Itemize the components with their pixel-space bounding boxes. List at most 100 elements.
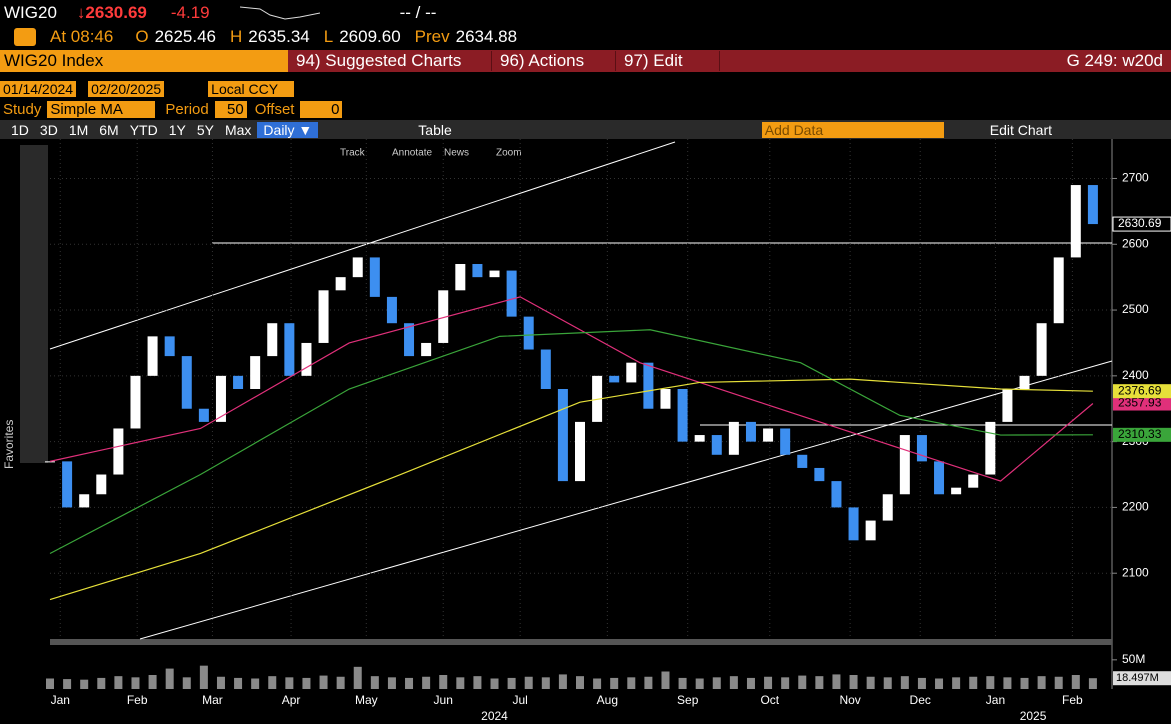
range-button[interactable]: 3D bbox=[39, 121, 58, 138]
volume-bar bbox=[302, 677, 311, 689]
volume-bar bbox=[182, 677, 191, 689]
currency[interactable]: Local CCY bbox=[208, 81, 295, 97]
tool-palette bbox=[20, 145, 48, 463]
volume-bar bbox=[644, 676, 653, 689]
mode-button: News bbox=[444, 148, 469, 159]
study[interactable]: Simple MA bbox=[47, 100, 156, 118]
security-field[interactable]: WIG20 Index bbox=[0, 50, 288, 72]
candle bbox=[1019, 375, 1030, 389]
menus: 94) Suggested Charts 96) Actions 97) Edit bbox=[288, 51, 720, 71]
x-tick-label: Jan bbox=[986, 693, 1005, 707]
study-row: Study Simple MA Period 50 Offset 0 bbox=[0, 100, 1171, 118]
volume-bar bbox=[952, 677, 961, 689]
range-button[interactable]: Max bbox=[224, 121, 252, 138]
range-button[interactable]: YTD bbox=[129, 121, 158, 138]
offset[interactable]: 0 bbox=[300, 100, 343, 118]
range-button[interactable]: 1Y bbox=[168, 121, 186, 138]
candle bbox=[934, 461, 945, 495]
low-label: L bbox=[323, 26, 334, 46]
candle bbox=[626, 362, 637, 383]
edit-chart[interactable]: Edit Chart bbox=[989, 121, 1053, 138]
open: 2625.46 bbox=[154, 26, 217, 46]
candle bbox=[489, 270, 500, 278]
volume-bar bbox=[319, 675, 328, 689]
x-tick-label: Oct bbox=[760, 693, 779, 707]
x-tick-label: Jun bbox=[434, 693, 453, 707]
candle bbox=[506, 270, 517, 317]
x-tick-label: Sep bbox=[677, 693, 699, 707]
last-value-label: 2310.33 bbox=[1118, 427, 1162, 441]
volume-bar bbox=[80, 679, 89, 689]
candle bbox=[848, 507, 859, 541]
ticker: WIG20 bbox=[4, 2, 57, 22]
volume-bar bbox=[405, 677, 414, 689]
volume-bar bbox=[883, 677, 892, 689]
menu-item[interactable]: 97) Edit bbox=[624, 51, 720, 71]
volume-last-label: 18.497M bbox=[1116, 672, 1159, 684]
add-data[interactable]: Add Data bbox=[761, 121, 944, 138]
chart: Favorites Track Annotate News Zoom 2100 2200… bbox=[2, 139, 1171, 723]
volume-bar bbox=[781, 677, 790, 689]
candle bbox=[421, 342, 432, 357]
mode-button: Zoom bbox=[496, 148, 522, 159]
candle bbox=[899, 435, 910, 495]
volume-bar bbox=[866, 676, 875, 689]
candle bbox=[386, 296, 397, 324]
candle bbox=[369, 257, 380, 297]
volume-bar bbox=[695, 678, 704, 689]
candle bbox=[951, 487, 962, 495]
y-tick-label: 2700 bbox=[1122, 171, 1149, 185]
prev-label: Prev bbox=[414, 26, 450, 46]
last-value-box bbox=[1113, 396, 1171, 411]
candle bbox=[113, 428, 124, 475]
menu-item[interactable]: 94) Suggested Charts bbox=[296, 51, 492, 71]
year-label: 2025 bbox=[1020, 709, 1047, 723]
start-date[interactable]: 01/14/2024 bbox=[0, 81, 77, 97]
prev: 2634.88 bbox=[455, 26, 518, 46]
candle bbox=[540, 349, 551, 389]
period[interactable]: 50 bbox=[214, 100, 247, 118]
candle bbox=[96, 474, 107, 495]
range-button[interactable]: 6M bbox=[99, 121, 119, 138]
candle bbox=[267, 323, 278, 357]
year-label: 2024 bbox=[481, 709, 508, 723]
range-button[interactable]: 1D bbox=[11, 121, 29, 138]
low: 2609.60 bbox=[339, 26, 401, 46]
y-tick-label: 2500 bbox=[1122, 302, 1149, 316]
range-button[interactable]: 1M bbox=[68, 121, 89, 138]
x-tick-label: Jul bbox=[512, 693, 527, 707]
quote-row: WIG20 ↓ 2630.69 -4.19 -- / -- bbox=[4, 2, 437, 22]
candle bbox=[318, 290, 329, 343]
volume-bar bbox=[507, 677, 516, 689]
y-tick-label: 2100 bbox=[1122, 565, 1149, 579]
menu-item[interactable]: 96) Actions bbox=[500, 51, 616, 71]
change: -4.19 bbox=[170, 2, 210, 22]
panel-divider bbox=[50, 639, 1112, 645]
end-date[interactable]: 02/20/2025 bbox=[88, 81, 165, 97]
candle bbox=[250, 356, 261, 389]
high: 2635.34 bbox=[248, 26, 310, 46]
candle bbox=[1036, 323, 1047, 376]
range-button[interactable]: 5Y bbox=[196, 121, 214, 138]
volume-bar bbox=[1003, 677, 1012, 689]
candle bbox=[797, 454, 808, 468]
last-value-box bbox=[1113, 427, 1171, 442]
volume-bar bbox=[712, 677, 721, 689]
x-tick-label: Jan bbox=[51, 693, 70, 707]
table-button[interactable]: Table bbox=[418, 121, 452, 138]
frequency[interactable]: Daily ▼ bbox=[257, 121, 319, 138]
candle bbox=[1087, 185, 1098, 225]
y-tick-label: 2400 bbox=[1122, 368, 1149, 382]
volume-bar bbox=[1088, 678, 1097, 689]
candle bbox=[677, 389, 688, 442]
candle bbox=[711, 435, 722, 455]
candle bbox=[198, 408, 209, 422]
candle bbox=[882, 494, 893, 521]
volume-bar bbox=[678, 677, 687, 689]
candle bbox=[455, 264, 466, 291]
x-tick-label: May bbox=[355, 693, 378, 707]
volume-tick-label: 50M bbox=[1122, 652, 1145, 666]
candle bbox=[404, 323, 415, 357]
volume-bar bbox=[917, 677, 926, 689]
candle bbox=[301, 342, 312, 376]
